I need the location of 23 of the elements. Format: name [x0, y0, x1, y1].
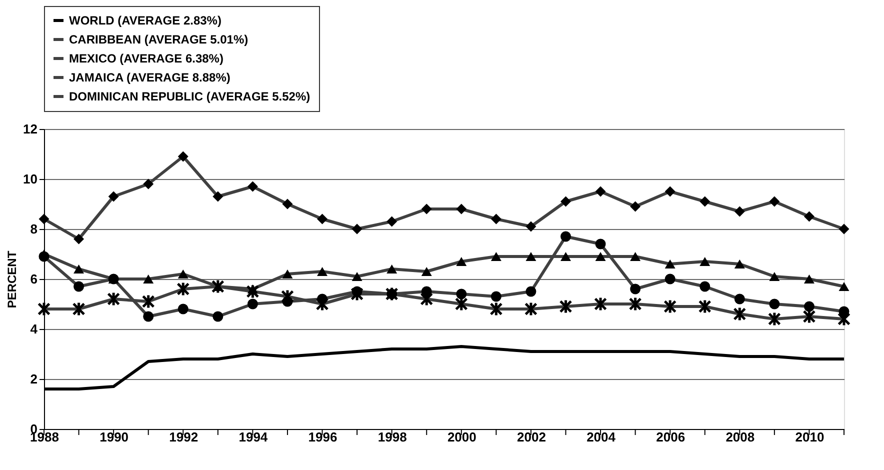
y-axis-title: PERCENT — [5, 250, 20, 308]
legend-label: DOMINICAN REPUBLIC (AVERAGE 5.52%) — [69, 90, 310, 104]
legend-label: WORLD (AVERAGE 2.83%) — [69, 14, 222, 28]
y-tick-label: 6 — [30, 272, 38, 286]
legend-label: CARIBBEAN (AVERAGE 5.01%) — [69, 32, 248, 46]
x-tick-label: 2008 — [726, 430, 755, 444]
x-tick-label: 2004 — [586, 430, 616, 444]
x-tick-label: 2002 — [516, 430, 546, 444]
x-tick-label: 2006 — [656, 430, 686, 444]
y-tick-label: 2 — [30, 372, 38, 386]
y-tick-label: 8 — [30, 222, 38, 236]
y-tick-label: 12 — [23, 122, 38, 136]
x-tick-label: 2010 — [795, 430, 824, 444]
x-tick-label: 1992 — [169, 430, 198, 444]
x-tick-label: 1996 — [308, 430, 338, 444]
y-tick-label: 4 — [30, 322, 38, 336]
legend-label: MEXICO (AVERAGE 6.38%) — [69, 52, 224, 66]
x-tick-label: 2000 — [447, 430, 476, 444]
x-tick-label: 1998 — [378, 430, 407, 444]
x-tick-label: 1990 — [100, 430, 129, 444]
legend-label: JAMAICA (AVERAGE 8.88%) — [69, 70, 230, 84]
x-tick-label: 1994 — [238, 430, 268, 444]
y-tick-label: 10 — [23, 172, 38, 186]
